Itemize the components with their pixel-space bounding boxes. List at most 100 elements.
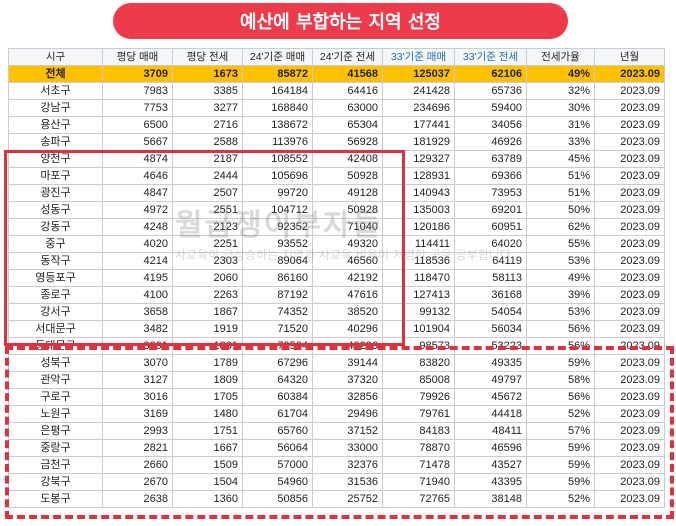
table-cell: 50856 bbox=[242, 490, 313, 508]
table-cell: 1504 bbox=[172, 473, 243, 491]
table-cell: 59% bbox=[526, 456, 595, 474]
table-row: 광진구 4847 2507 99720 49128 140943 73953 51% 2023.… bbox=[8, 184, 665, 202]
table-cell: 99720 bbox=[242, 184, 313, 202]
district-name: 도봉구 bbox=[8, 490, 103, 508]
table-cell: 67296 bbox=[242, 354, 313, 372]
table-cell: 2023.09 bbox=[594, 388, 665, 406]
table-row: 도봉구 2638 1360 50856 25752 72765 38148 52% 2023.0… bbox=[8, 490, 665, 508]
table-cell: 2023.09 bbox=[594, 422, 665, 440]
district-name: 양천구 bbox=[8, 150, 103, 168]
table-cell: 45672 bbox=[454, 388, 527, 406]
district-name: 중구 bbox=[8, 235, 103, 253]
table-cell: 2507 bbox=[172, 184, 243, 202]
table-cell: 32376 bbox=[312, 456, 383, 474]
table-cell: 101904 bbox=[382, 320, 455, 338]
table-cell: 64416 bbox=[312, 82, 383, 100]
table-cell: 54054 bbox=[454, 303, 527, 321]
table-cell: 2023.09 bbox=[594, 65, 665, 83]
table-cell: 2023.09 bbox=[594, 286, 665, 304]
table-cell: 2023.09 bbox=[594, 269, 665, 287]
table-cell: 120186 bbox=[382, 218, 455, 236]
district-name: 성동구 bbox=[8, 201, 103, 219]
table-cell: 2551 bbox=[172, 201, 243, 219]
table-row: 은평구 2993 1751 65760 37152 84183 48411 57% 2023.0… bbox=[8, 422, 665, 440]
table-cell: 2588 bbox=[172, 133, 243, 151]
table-cell: 105696 bbox=[242, 167, 313, 185]
table-cell: 3385 bbox=[172, 82, 243, 100]
table-cell: 55% bbox=[526, 235, 595, 253]
table-cell: 59% bbox=[526, 439, 595, 457]
table-cell: 241428 bbox=[382, 82, 455, 100]
table-row: 강남구 7753 3277 168840 63000 234696 59400 30% 2023… bbox=[8, 99, 665, 117]
table-cell: 25752 bbox=[312, 490, 383, 508]
table-cell: 58113 bbox=[454, 269, 527, 287]
table-cell: 2023.09 bbox=[594, 337, 665, 355]
table-row: 중랑구 2821 1667 56064 33000 78870 46596 59% 2023.0… bbox=[8, 439, 665, 457]
table-cell: 1751 bbox=[172, 422, 243, 440]
header-district: 시구 bbox=[8, 48, 103, 66]
table-cell: 125037 bbox=[382, 65, 455, 83]
table-cell: 3070 bbox=[102, 354, 173, 372]
table-cell: 50% bbox=[526, 201, 595, 219]
table-cell: 83820 bbox=[382, 354, 455, 372]
table-header-row: 시구 평당 매매 평당 전세 24'기준 매매 24'기준 전세 33'기준 매… bbox=[8, 48, 665, 66]
table-cell: 4972 bbox=[102, 201, 173, 219]
table-row: 강북구 2670 1504 54960 31536 71940 43395 59% 2023.0… bbox=[8, 473, 665, 491]
table-cell: 59% bbox=[526, 354, 595, 372]
table-cell: 56% bbox=[526, 388, 595, 406]
table-cell: 64119 bbox=[454, 252, 527, 270]
table-cell: 181929 bbox=[382, 133, 455, 151]
table-cell: 1480 bbox=[172, 405, 243, 423]
table-cell: 140943 bbox=[382, 184, 455, 202]
district-name: 광진구 bbox=[8, 184, 103, 202]
table-row: 관악구 3127 1809 64320 37320 85008 49797 58% 2023.0… bbox=[8, 371, 665, 389]
table-cell: 53% bbox=[526, 303, 595, 321]
table-cell: 2251 bbox=[172, 235, 243, 253]
table-cell: 58% bbox=[526, 371, 595, 389]
table-cell: 42408 bbox=[312, 150, 383, 168]
banner-title: 예산에 부합하는 지역 선정 bbox=[240, 12, 441, 33]
table-cell: 52% bbox=[526, 405, 595, 423]
district-name: 강동구 bbox=[8, 218, 103, 236]
price-table: 시구 평당 매매 평당 전세 24'기준 매매 24'기준 전세 33'기준 매… bbox=[8, 48, 665, 508]
table-cell: 1809 bbox=[172, 371, 243, 389]
table-cell: 86160 bbox=[242, 269, 313, 287]
table-cell: 164184 bbox=[242, 82, 313, 100]
table-cell: 43395 bbox=[454, 473, 527, 491]
table-cell: 57000 bbox=[242, 456, 313, 474]
table-cell: 2023.09 bbox=[594, 371, 665, 389]
table-cell: 59400 bbox=[454, 99, 527, 117]
table-cell: 73953 bbox=[454, 184, 527, 202]
table-cell: 2716 bbox=[172, 116, 243, 134]
district-name: 강북구 bbox=[8, 473, 103, 491]
table-cell: 127413 bbox=[382, 286, 455, 304]
table-row: 성북구 3070 1789 67296 39144 83820 49335 59% 2023.0… bbox=[8, 354, 665, 372]
table-row: 마포구 4646 2444 105696 50928 128931 69366 51% 2023… bbox=[8, 167, 665, 185]
table-cell: 48411 bbox=[454, 422, 527, 440]
table-cell: 99132 bbox=[382, 303, 455, 321]
table-cell: 4020 bbox=[102, 235, 173, 253]
table-cell: 57% bbox=[526, 422, 595, 440]
table-cell: 56928 bbox=[312, 133, 383, 151]
table-cell: 32856 bbox=[312, 388, 383, 406]
table-cell: 51% bbox=[526, 167, 595, 185]
header-jeonse-ratio: 전세가율 bbox=[526, 48, 595, 66]
table-cell: 62106 bbox=[454, 65, 527, 83]
table-row: 동대문구 3391 1861 73504 40296 98573 53223 56% 2023.… bbox=[8, 337, 665, 355]
table-cell: 62% bbox=[526, 218, 595, 236]
table-cell: 53223 bbox=[454, 337, 527, 355]
table-cell: 2023.09 bbox=[594, 133, 665, 151]
table-cell: 39% bbox=[526, 286, 595, 304]
table-cell: 52% bbox=[526, 490, 595, 508]
table-cell: 2023.09 bbox=[594, 235, 665, 253]
table-cell: 2023.09 bbox=[594, 218, 665, 236]
table-row: 송파구 5667 2588 113976 56928 181929 46926 33% 2023… bbox=[8, 133, 665, 151]
table-row: 노원구 3169 1480 61704 29496 79761 44418 52% 2023.0… bbox=[8, 405, 665, 423]
table-cell: 42192 bbox=[312, 269, 383, 287]
table-cell: 2023.09 bbox=[594, 252, 665, 270]
table-cell: 1509 bbox=[172, 456, 243, 474]
table-cell: 138672 bbox=[242, 116, 313, 134]
table-cell: 168840 bbox=[242, 99, 313, 117]
district-name: 성북구 bbox=[8, 354, 103, 372]
table-cell: 93552 bbox=[242, 235, 313, 253]
